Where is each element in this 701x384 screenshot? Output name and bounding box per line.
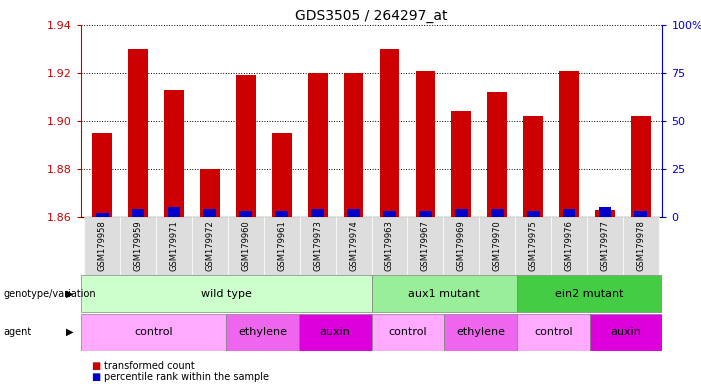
Bar (272, 133, 292, 217)
Bar (132, 209, 144, 217)
Text: ■: ■ (91, 361, 100, 371)
Text: GSM179976: GSM179976 (564, 220, 573, 271)
Text: transformed count: transformed count (104, 361, 194, 371)
Bar (226, 314, 299, 351)
Bar (192, 217, 228, 275)
Text: percentile rank within the sample: percentile rank within the sample (104, 372, 268, 382)
Bar (236, 75, 256, 217)
Bar (587, 217, 623, 275)
Bar (372, 217, 407, 275)
Bar (343, 73, 363, 217)
Bar (347, 209, 360, 217)
Bar (515, 217, 551, 275)
Bar (416, 71, 435, 217)
Text: GSM179970: GSM179970 (493, 220, 502, 271)
Text: ▶: ▶ (66, 289, 74, 299)
Bar (120, 217, 156, 275)
Text: agent: agent (4, 327, 32, 337)
Bar (419, 211, 432, 217)
Text: GSM179977: GSM179977 (601, 220, 609, 271)
Bar (623, 217, 659, 275)
Bar (308, 73, 327, 217)
Bar (240, 211, 252, 217)
Bar (93, 133, 112, 217)
Bar (372, 275, 517, 312)
Text: GSM179958: GSM179958 (97, 220, 107, 271)
Bar (156, 217, 192, 275)
Text: auxin: auxin (320, 327, 350, 337)
Text: ethylene: ethylene (456, 327, 505, 337)
Bar (84, 217, 120, 275)
Bar (631, 116, 651, 217)
Bar (168, 207, 180, 217)
Title: GDS3505 / 264297_at: GDS3505 / 264297_at (295, 8, 448, 23)
Bar (559, 71, 579, 217)
Text: ein2 mutant: ein2 mutant (555, 289, 624, 299)
Text: control: control (134, 327, 172, 337)
Bar (200, 169, 220, 217)
Text: ethylene: ethylene (238, 327, 287, 337)
Text: GSM179961: GSM179961 (277, 220, 286, 271)
Bar (380, 49, 400, 217)
Bar (491, 209, 503, 217)
Bar (595, 210, 615, 217)
Bar (275, 211, 288, 217)
Text: GSM179972: GSM179972 (205, 220, 215, 271)
Bar (551, 217, 587, 275)
Bar (264, 217, 300, 275)
Bar (407, 217, 443, 275)
Text: control: control (388, 327, 427, 337)
Text: control: control (534, 327, 573, 337)
Bar (444, 314, 517, 351)
Bar (517, 275, 662, 312)
Bar (383, 211, 396, 217)
Text: ■: ■ (91, 372, 100, 382)
Bar (81, 314, 226, 351)
Bar (203, 209, 217, 217)
Bar (299, 314, 372, 351)
Bar (228, 217, 264, 275)
Text: auxin: auxin (611, 327, 641, 337)
Text: GSM179969: GSM179969 (457, 220, 466, 271)
Bar (479, 217, 515, 275)
Bar (336, 217, 372, 275)
Text: GSM179973: GSM179973 (313, 220, 322, 271)
Bar (563, 209, 576, 217)
Bar (526, 211, 540, 217)
Text: wild type: wild type (200, 289, 252, 299)
Bar (590, 314, 662, 351)
Bar (599, 207, 611, 217)
Bar (634, 211, 647, 217)
Text: GSM179960: GSM179960 (241, 220, 250, 271)
Bar (487, 92, 507, 217)
Text: GSM179971: GSM179971 (170, 220, 179, 271)
Text: GSM179967: GSM179967 (421, 220, 430, 271)
Bar (164, 90, 184, 217)
Text: GSM179974: GSM179974 (349, 220, 358, 271)
Text: genotype/variation: genotype/variation (4, 289, 96, 299)
Bar (96, 213, 109, 217)
Text: GSM179959: GSM179959 (134, 220, 142, 271)
Bar (311, 209, 324, 217)
Bar (455, 209, 468, 217)
Bar (372, 314, 444, 351)
Bar (300, 217, 336, 275)
Bar (451, 111, 471, 217)
Text: ▶: ▶ (66, 327, 74, 337)
Bar (81, 275, 372, 312)
Bar (443, 217, 479, 275)
Text: GSM179963: GSM179963 (385, 220, 394, 271)
Bar (128, 49, 148, 217)
Text: GSM179978: GSM179978 (637, 220, 646, 271)
Bar (517, 314, 590, 351)
Text: aux1 mutant: aux1 mutant (408, 289, 480, 299)
Bar (523, 116, 543, 217)
Text: GSM179975: GSM179975 (529, 220, 538, 271)
